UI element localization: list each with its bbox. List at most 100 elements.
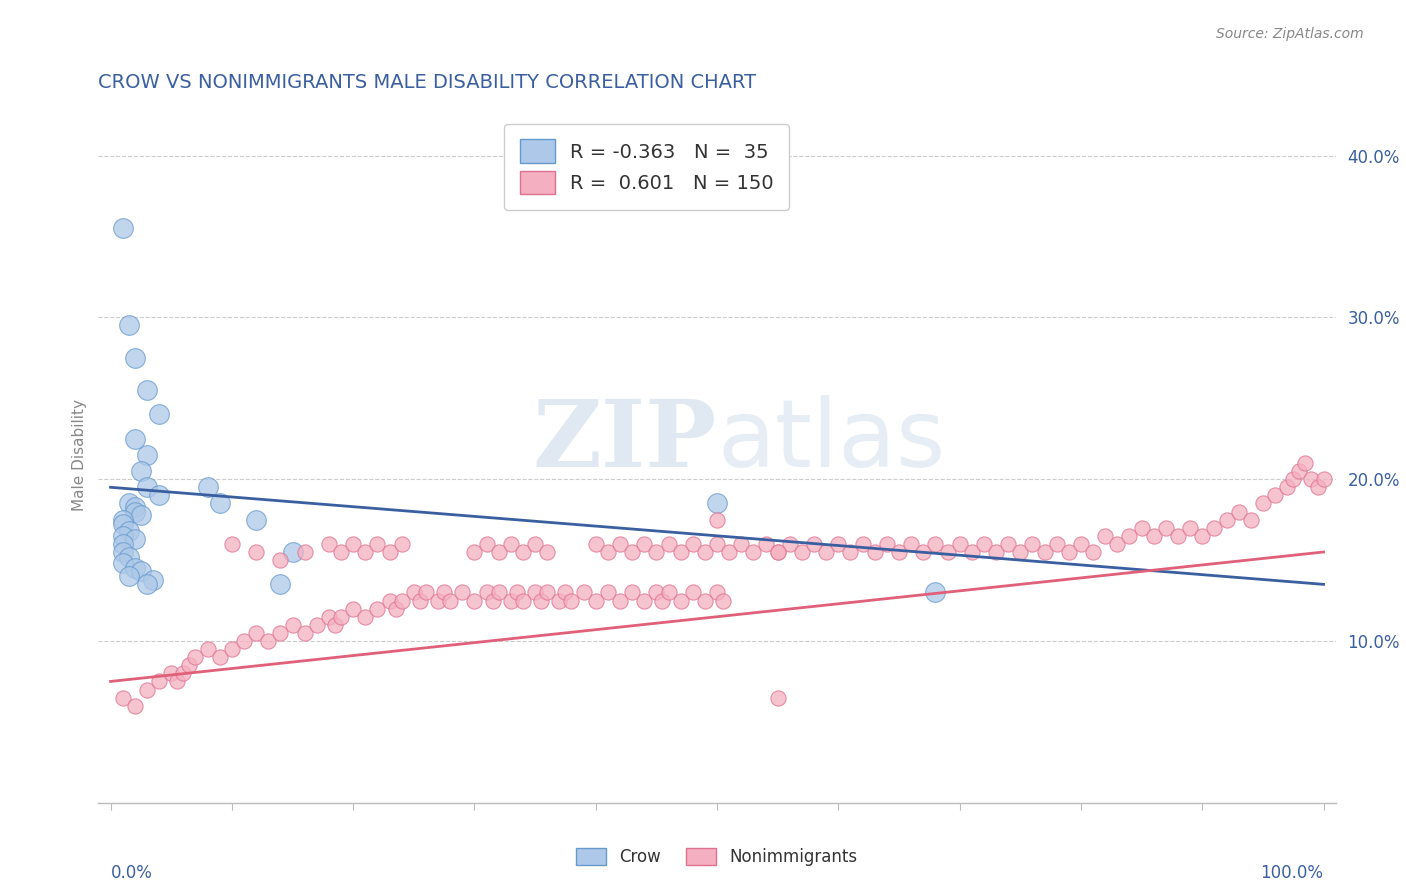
Point xyxy=(1301,472,1323,486)
Point xyxy=(111,537,134,551)
Point xyxy=(269,553,291,567)
Point xyxy=(197,480,219,494)
Point xyxy=(633,593,655,607)
Point xyxy=(706,513,728,527)
Point xyxy=(111,690,134,705)
Point xyxy=(609,593,631,607)
Point xyxy=(585,593,607,607)
Point xyxy=(148,408,170,422)
Point xyxy=(984,545,1007,559)
Point xyxy=(384,601,406,615)
Point xyxy=(124,500,146,514)
Point xyxy=(887,545,910,559)
Point xyxy=(208,650,231,665)
Point xyxy=(475,585,498,599)
Point xyxy=(281,545,304,559)
Point xyxy=(475,537,498,551)
Point xyxy=(136,577,159,591)
Point xyxy=(439,593,461,607)
Point xyxy=(827,537,849,551)
Point xyxy=(433,585,456,599)
Point xyxy=(488,545,510,559)
Point xyxy=(572,585,595,599)
Point xyxy=(342,537,364,551)
Point xyxy=(366,601,388,615)
Point xyxy=(1282,472,1305,486)
Point xyxy=(451,585,474,599)
Point xyxy=(499,537,522,551)
Point xyxy=(330,609,353,624)
Point xyxy=(742,545,765,559)
Point xyxy=(136,682,159,697)
Point xyxy=(118,524,141,538)
Point xyxy=(1275,480,1298,494)
Point xyxy=(554,585,576,599)
Point xyxy=(682,537,704,551)
Point xyxy=(669,593,692,607)
Point xyxy=(111,545,134,559)
Point xyxy=(1143,529,1166,543)
Point xyxy=(1070,537,1092,551)
Point xyxy=(1167,529,1189,543)
Point xyxy=(669,545,692,559)
Point xyxy=(682,585,704,599)
Point xyxy=(1240,513,1263,527)
Point xyxy=(129,565,152,579)
Point xyxy=(269,626,291,640)
Point xyxy=(111,517,134,532)
Point xyxy=(148,488,170,502)
Point xyxy=(378,593,401,607)
Point xyxy=(391,593,413,607)
Point xyxy=(560,593,582,607)
Point xyxy=(118,569,141,583)
Point xyxy=(524,585,547,599)
Point xyxy=(427,593,450,607)
Point xyxy=(633,537,655,551)
Point xyxy=(342,601,364,615)
Point xyxy=(585,537,607,551)
Point xyxy=(281,617,304,632)
Text: CROW VS NONIMMIGRANTS MALE DISABILITY CORRELATION CHART: CROW VS NONIMMIGRANTS MALE DISABILITY CO… xyxy=(98,72,756,92)
Text: Source: ZipAtlas.com: Source: ZipAtlas.com xyxy=(1216,27,1364,41)
Point xyxy=(160,666,183,681)
Point xyxy=(330,545,353,559)
Point xyxy=(621,585,644,599)
Text: 100.0%: 100.0% xyxy=(1261,864,1323,882)
Point xyxy=(323,617,346,632)
Point xyxy=(463,545,485,559)
Point xyxy=(318,537,340,551)
Text: atlas: atlas xyxy=(717,395,945,487)
Point xyxy=(118,318,141,333)
Point xyxy=(900,537,922,551)
Point xyxy=(378,545,401,559)
Point xyxy=(596,585,619,599)
Point xyxy=(366,537,388,551)
Point xyxy=(1215,513,1237,527)
Point xyxy=(852,537,875,551)
Y-axis label: Male Disability: Male Disability xyxy=(72,399,87,511)
Point xyxy=(1033,545,1056,559)
Point xyxy=(506,585,529,599)
Point xyxy=(1118,529,1140,543)
Point xyxy=(755,537,778,551)
Point xyxy=(524,537,547,551)
Point xyxy=(1306,480,1329,494)
Point xyxy=(790,545,813,559)
Point xyxy=(997,537,1019,551)
Point xyxy=(409,593,432,607)
Point xyxy=(1312,472,1334,486)
Point xyxy=(815,545,838,559)
Point xyxy=(609,537,631,551)
Point xyxy=(766,545,789,559)
Point xyxy=(111,513,134,527)
Point xyxy=(973,537,995,551)
Point xyxy=(294,545,316,559)
Point xyxy=(766,690,789,705)
Point xyxy=(1081,545,1104,559)
Point xyxy=(111,557,134,571)
Point xyxy=(1294,456,1316,470)
Point xyxy=(221,537,243,551)
Point xyxy=(124,432,146,446)
Point xyxy=(596,545,619,559)
Point xyxy=(657,585,679,599)
